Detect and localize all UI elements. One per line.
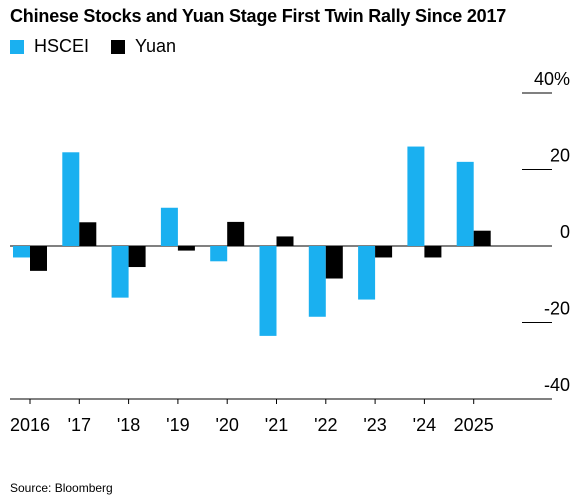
x-tick-label: 2016 (10, 415, 50, 435)
bar-hscei-0 (13, 246, 30, 258)
bar-hscei-7 (358, 246, 376, 300)
legend-item-hscei: HSCEI (10, 36, 89, 57)
x-tick-label: '19 (166, 415, 189, 435)
legend-label-yuan: Yuan (135, 36, 177, 56)
source-note: Source: Bloomberg (10, 481, 113, 495)
y-tick-label: -40 (544, 375, 570, 395)
bar-hscei-2 (111, 246, 129, 298)
x-tick-label: '21 (265, 415, 288, 435)
x-tick-label: '17 (68, 415, 91, 435)
bar-hscei-1 (62, 152, 80, 246)
x-tick-label: '20 (215, 415, 238, 435)
bar-hscei-5 (259, 246, 277, 336)
x-tick-label: '23 (363, 415, 386, 435)
bar-yuan-3 (177, 246, 195, 251)
legend: HSCEI Yuan (10, 36, 198, 57)
bar-hscei-9 (456, 161, 474, 246)
bar-yuan-0 (30, 246, 47, 271)
y-tick-label: 0 (560, 222, 570, 242)
legend-swatch-hscei (10, 39, 24, 54)
legend-swatch-yuan (111, 39, 126, 54)
bar-hscei-3 (160, 207, 178, 246)
bar-yuan-5 (276, 236, 294, 246)
y-tick-label: 40% (534, 69, 570, 89)
bar-yuan-6 (325, 246, 343, 279)
bar-yuan-7 (375, 246, 393, 258)
bar-yuan-9 (473, 230, 491, 246)
chart-title: Chinese Stocks and Yuan Stage First Twin… (10, 6, 507, 26)
bar-yuan-2 (128, 246, 146, 268)
x-tick-label: '24 (413, 415, 436, 435)
bar-hscei-6 (308, 246, 326, 317)
legend-label-hscei: HSCEI (34, 36, 90, 56)
bar-yuan-8 (424, 246, 442, 258)
x-tick-label: '22 (314, 415, 337, 435)
x-tick-label: 2025 (454, 415, 494, 435)
bar-hscei-8 (407, 146, 425, 246)
bar-hscei-4 (210, 246, 228, 262)
legend-item-yuan: Yuan (111, 36, 176, 57)
y-tick-label: -20 (544, 299, 570, 319)
bar-yuan-1 (79, 222, 97, 246)
x-tick-label: '18 (117, 415, 140, 435)
bar-yuan-4 (227, 221, 245, 246)
y-tick-label: 20 (550, 146, 570, 166)
